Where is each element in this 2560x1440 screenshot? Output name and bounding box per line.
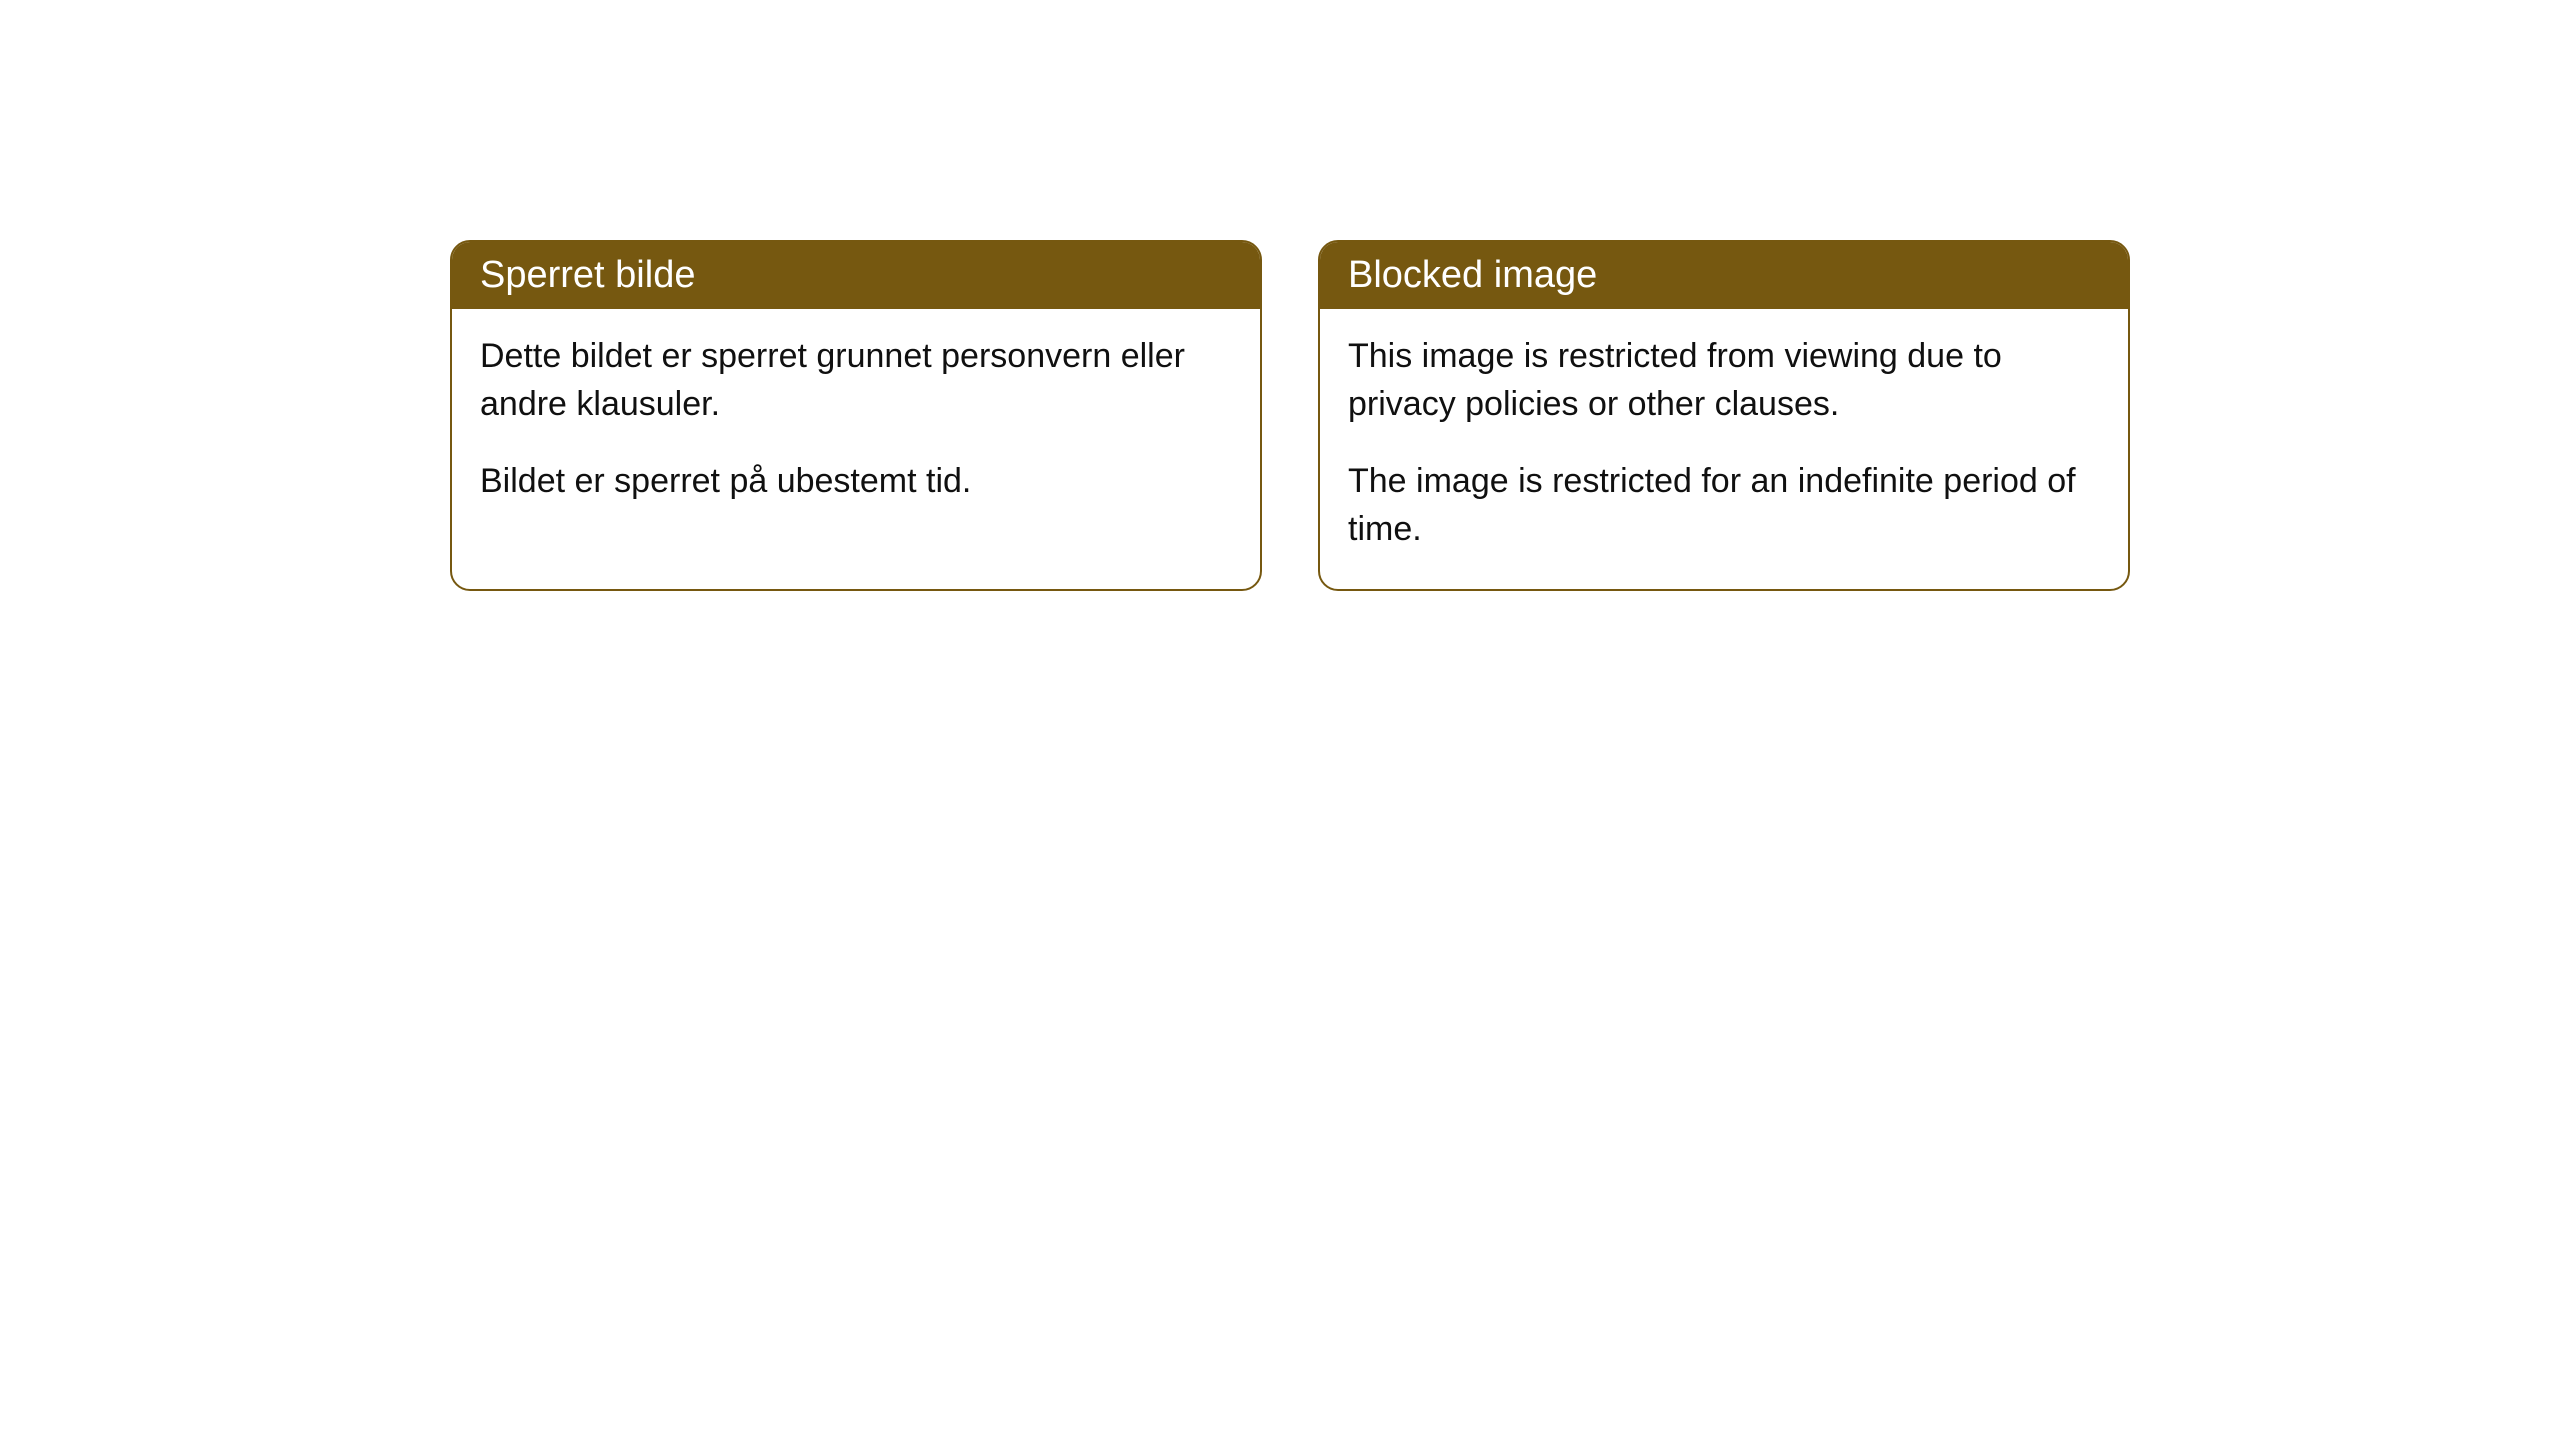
- notice-paragraph: Dette bildet er sperret grunnet personve…: [480, 333, 1232, 428]
- notice-paragraph: Bildet er sperret på ubestemt tid.: [480, 458, 1232, 506]
- notice-card-norwegian: Sperret bilde Dette bildet er sperret gr…: [450, 240, 1262, 591]
- notice-paragraph: The image is restricted for an indefinit…: [1348, 458, 2100, 553]
- card-body-norwegian: Dette bildet er sperret grunnet personve…: [452, 309, 1260, 542]
- card-header-norwegian: Sperret bilde: [452, 242, 1260, 309]
- notice-card-english: Blocked image This image is restricted f…: [1318, 240, 2130, 591]
- card-header-english: Blocked image: [1320, 242, 2128, 309]
- card-body-english: This image is restricted from viewing du…: [1320, 309, 2128, 589]
- notice-cards-container: Sperret bilde Dette bildet er sperret gr…: [450, 240, 2130, 591]
- notice-paragraph: This image is restricted from viewing du…: [1348, 333, 2100, 428]
